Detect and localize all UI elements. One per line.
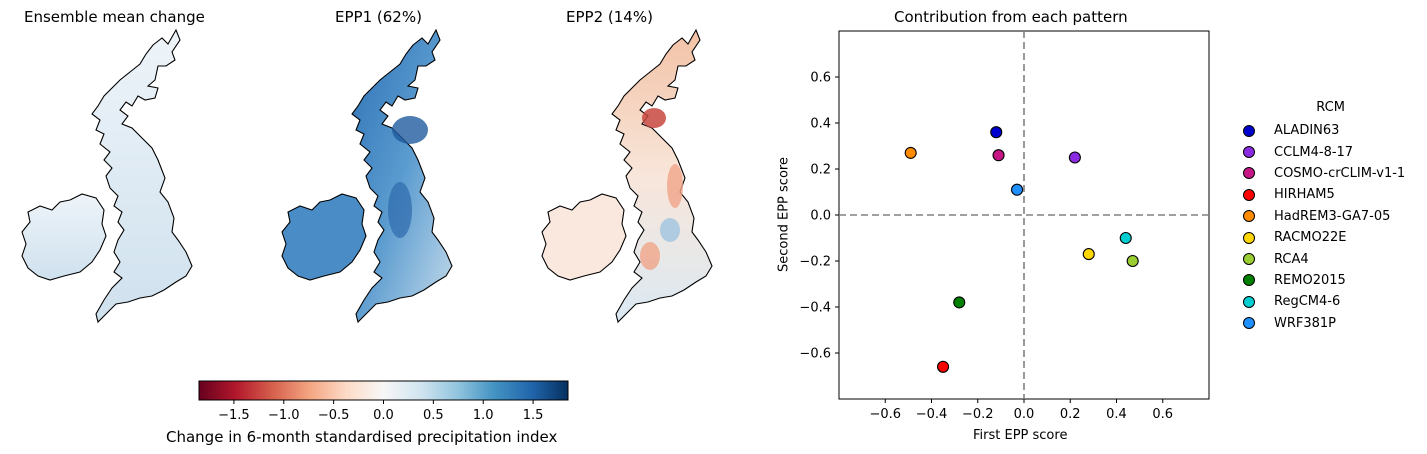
legend-marker [1243, 167, 1255, 180]
scatter-point-aladin63 [990, 126, 1003, 139]
colorbar: −1.5 −1.0 −0.5 0.0 0.5 1.0 1.5 [198, 380, 569, 423]
legend-marker [1243, 274, 1255, 287]
legend-label: CCLM4-8-17 [1274, 144, 1354, 160]
legend-label: ALADIN63 [1274, 123, 1340, 139]
x-tick-label: 0.2 [1060, 407, 1081, 422]
x-tick-label: 0.0 [1014, 407, 1035, 422]
scatter-point-rca4 [1126, 254, 1139, 268]
legend-label: RCA4 [1274, 251, 1309, 267]
legend-label: REMO2015 [1274, 272, 1346, 288]
legend-item: ALADIN63 [1236, 120, 1405, 141]
colorbar-tick-label: 0.0 [373, 408, 394, 423]
colorbar-tick-label: 1.5 [523, 408, 544, 423]
colorbar-tick-label: 1.0 [473, 408, 494, 423]
scatter-point-hirham5 [937, 360, 950, 373]
x-tick-label: −0.2 [962, 407, 994, 422]
colorbar-tick-label: −1.0 [268, 408, 300, 423]
scatter-point-cosmo-crclim-v1-1 [992, 149, 1005, 162]
legend-marker [1243, 146, 1255, 159]
y-tick-label: −0.6 [799, 347, 831, 362]
legend-item: REMO2015 [1236, 270, 1405, 291]
scatter-point-regcm4-6 [1119, 231, 1132, 245]
y-tick-label: −0.2 [799, 255, 831, 270]
legend-item: HIRHAM5 [1236, 184, 1405, 205]
legend-item: WRF381P [1236, 313, 1405, 334]
legend-marker [1243, 253, 1255, 266]
legend-label: HIRHAM5 [1274, 187, 1335, 203]
legend-item: CCLM4-8-17 [1236, 141, 1405, 162]
legend-marker [1243, 231, 1255, 244]
legend-item: COSMO-crCLIM-v1-1 [1236, 163, 1405, 184]
y-tick-label: 0.4 [810, 117, 831, 132]
map-mean [21, 29, 193, 323]
legend-marker [1243, 124, 1255, 137]
scatter-point-wrf381p [1011, 183, 1024, 196]
legend-item: HadREM3-GA7-05 [1236, 206, 1405, 227]
legend-item: RegCM4-6 [1236, 291, 1405, 312]
map-epp1 [281, 29, 453, 323]
legend-marker [1243, 188, 1255, 201]
legend-label: RegCM4-6 [1274, 294, 1341, 310]
chart-title: Contribution from each pattern [894, 8, 1128, 26]
scatter-point-hadrem3-ga7-05 [904, 146, 917, 159]
x-tick-label: 0.4 [1106, 407, 1127, 422]
map-panels [21, 29, 713, 323]
x-axis-label: First EPP score [973, 428, 1068, 443]
scatter-point-racmo22e [1082, 248, 1095, 261]
map-title-epp2: EPP2 (14%) [566, 8, 653, 26]
map-epp2 [541, 29, 713, 323]
legend-label: WRF381P [1274, 315, 1337, 331]
x-tick-label: 0.6 [1152, 407, 1173, 422]
y-tick-label: 0.0 [810, 209, 831, 224]
scatter-point-cclm4-8-17 [1068, 151, 1081, 164]
legend-label: COSMO-crCLIM-v1-1 [1274, 165, 1406, 181]
legend: RCM ALADIN63 CCLM4-8-17 COSMO-crCLIM-v1-1 H… [1236, 100, 1405, 334]
y-tick-label: 0.6 [810, 71, 831, 86]
legend-marker [1243, 210, 1255, 223]
y-axis-label: Second EPP score [776, 157, 792, 272]
legend-item: RCA4 [1236, 248, 1405, 269]
legend-label: RACMO22E [1274, 230, 1347, 246]
y-tick-label: −0.4 [799, 301, 831, 316]
colorbar-label: Change in 6-month standardised precipita… [166, 428, 558, 446]
legend-marker [1243, 295, 1255, 308]
map-title-epp1: EPP1 (62%) [335, 8, 422, 26]
colorbar-tick-label: −0.5 [318, 408, 350, 423]
colorbar-tick-label: 0.5 [423, 408, 444, 423]
colorbar-tick-label: −1.5 [218, 408, 250, 423]
y-tick-label: 0.2 [810, 163, 831, 178]
x-tick-label: −0.4 [916, 407, 948, 422]
colorbar-bar [198, 380, 569, 401]
legend-title: RCM [1316, 100, 1345, 115]
legend-label: HadREM3-GA7-05 [1274, 208, 1391, 224]
legend-marker [1243, 317, 1255, 330]
scatter-point-remo2015 [953, 296, 966, 309]
legend-item: RACMO22E [1236, 227, 1405, 248]
map-title-mean: Ensemble mean change [24, 8, 205, 26]
x-tick-label: −0.6 [869, 407, 901, 422]
scatter-plot: −0.6 −0.4 −0.2 0.0 0.2 0.4 0.6 −0.6 −0.4 −0.2 0.0 0… [799, 30, 1210, 422]
